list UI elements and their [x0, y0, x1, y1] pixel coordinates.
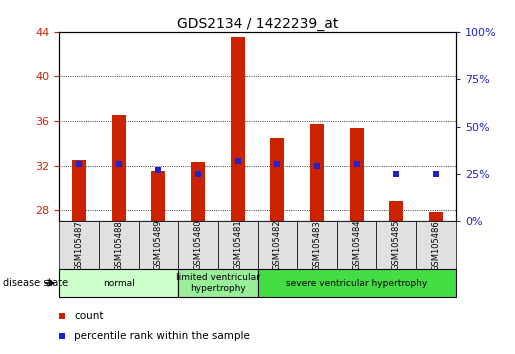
- Bar: [310, 124, 324, 221]
- Bar: [59, 269, 178, 297]
- Bar: [258, 221, 297, 269]
- Text: GSM105485: GSM105485: [392, 220, 401, 270]
- Bar: [416, 221, 456, 269]
- Text: GSM105484: GSM105484: [352, 220, 361, 270]
- Text: GSM105488: GSM105488: [114, 220, 123, 270]
- Bar: [231, 38, 245, 221]
- Bar: [258, 269, 456, 297]
- Bar: [178, 221, 218, 269]
- Text: severe ventricular hypertrophy: severe ventricular hypertrophy: [286, 279, 427, 288]
- Title: GDS2134 / 1422239_at: GDS2134 / 1422239_at: [177, 17, 338, 31]
- Bar: [429, 212, 443, 221]
- Bar: [151, 171, 165, 221]
- Bar: [270, 138, 284, 221]
- Bar: [99, 221, 139, 269]
- Bar: [337, 221, 376, 269]
- Text: disease state: disease state: [3, 278, 67, 288]
- Text: normal: normal: [103, 279, 134, 288]
- Text: percentile rank within the sample: percentile rank within the sample: [75, 331, 250, 341]
- Bar: [72, 160, 86, 221]
- Bar: [389, 201, 403, 221]
- Bar: [297, 221, 337, 269]
- Text: GSM105483: GSM105483: [313, 220, 321, 270]
- Bar: [112, 115, 126, 221]
- Bar: [139, 221, 178, 269]
- Text: limited ventricular
hypertrophy: limited ventricular hypertrophy: [176, 274, 260, 293]
- Bar: [59, 221, 99, 269]
- Text: GSM105482: GSM105482: [273, 220, 282, 270]
- Text: count: count: [75, 311, 104, 321]
- Bar: [218, 221, 258, 269]
- Text: GSM105489: GSM105489: [154, 220, 163, 270]
- Text: GSM105486: GSM105486: [432, 220, 440, 270]
- Text: GSM105480: GSM105480: [194, 220, 202, 270]
- Text: GSM105487: GSM105487: [75, 220, 83, 270]
- Bar: [350, 128, 364, 221]
- Bar: [376, 221, 416, 269]
- Bar: [178, 269, 258, 297]
- Text: GSM105481: GSM105481: [233, 220, 242, 270]
- Bar: [191, 162, 205, 221]
